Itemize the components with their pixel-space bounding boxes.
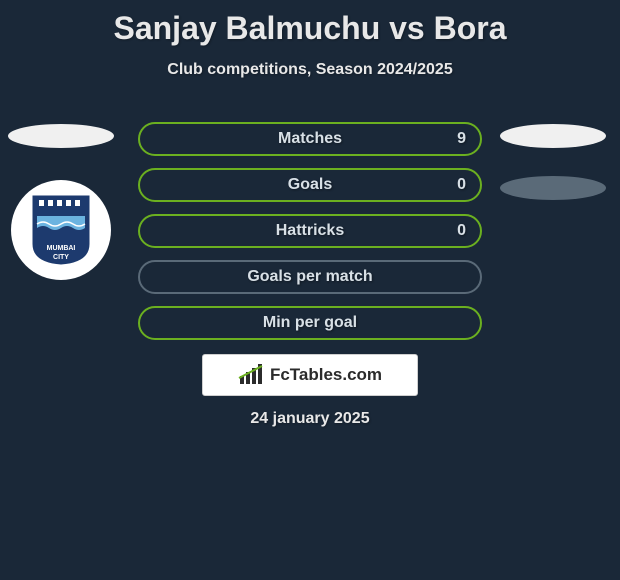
right-player-ellipse-1 [500,124,606,148]
stat-label: Matches [278,130,342,148]
bars-icon [238,364,266,386]
stat-value-right: 0 [457,176,466,194]
logo-text: FcTables.com [270,365,382,385]
stat-label: Hattricks [276,222,344,240]
stat-row-goals: Goals 0 [138,168,482,202]
stat-row-goals-per-match: Goals per match [138,260,482,294]
stat-row-matches: Matches 9 [138,122,482,156]
right-player-ellipse-2 [500,176,606,200]
date: 24 january 2025 [0,410,620,428]
stat-value-right: 0 [457,222,466,240]
mumbai-city-fc-icon: MUMBAI CITY [31,194,91,266]
stat-label: Min per goal [263,314,357,332]
svg-text:CITY: CITY [53,254,69,261]
fctables-logo: FcTables.com [202,354,418,396]
stats-container: Matches 9 Goals 0 Hattricks 0 Goals per … [138,122,482,352]
page-title: Sanjay Balmuchu vs Bora [0,0,620,47]
stat-row-min-per-goal: Min per goal [138,306,482,340]
stat-label: Goals per match [247,268,372,286]
left-player-column: MUMBAI CITY [8,124,114,280]
stat-label: Goals [288,176,332,194]
stat-value-right: 9 [457,130,466,148]
stat-row-hattricks: Hattricks 0 [138,214,482,248]
right-player-column [500,124,606,200]
left-player-ellipse [8,124,114,148]
left-club-badge: MUMBAI CITY [11,180,111,280]
svg-text:MUMBAI: MUMBAI [47,245,76,252]
subtitle: Club competitions, Season 2024/2025 [0,61,620,79]
